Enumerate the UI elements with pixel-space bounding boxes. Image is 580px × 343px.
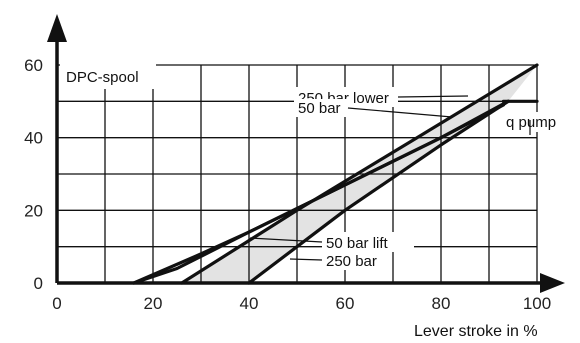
y-tick-label: 40 <box>24 129 43 148</box>
leader-250-bar-lower <box>397 95 469 98</box>
label-box-50-bar-lift <box>322 232 414 252</box>
panel-label: DPC-spool <box>66 69 139 86</box>
label-box-250-bar <box>322 250 392 270</box>
leader-250-bar <box>289 258 323 261</box>
series-50-bar-lift <box>132 99 510 285</box>
series-label-50-bar: 50 bar <box>298 100 341 117</box>
x-axis-label: Lever stroke in % <box>414 323 538 340</box>
x-tick-label: 60 <box>336 294 355 313</box>
label-box-q-pump <box>504 112 570 132</box>
series-label-q-pump: q pump <box>506 114 556 131</box>
x-tick-label: 100 <box>523 294 551 313</box>
leader-50-bar <box>347 107 453 118</box>
series-250-bar-lower <box>180 63 539 285</box>
axis-layer <box>47 14 565 293</box>
y-tick-label: 0 <box>34 274 43 293</box>
y-axis-arrow <box>47 14 67 42</box>
x-tick-label: 20 <box>144 294 163 313</box>
y-tick-label: 20 <box>24 201 43 220</box>
label-box-50-bar <box>294 99 348 117</box>
x-axis-arrow <box>540 273 565 293</box>
x-tick-label: 40 <box>240 294 259 313</box>
leader-50-bar-lift <box>249 237 323 243</box>
panel-label-box <box>60 63 156 89</box>
series-label-250-bar: 250 bar <box>326 253 377 270</box>
series-layer <box>132 63 539 285</box>
y-tick-label: 60 <box>24 56 43 75</box>
x-tick-label: 80 <box>432 294 451 313</box>
x-tick-label: 0 <box>52 294 61 313</box>
tick-label-layer: 0 20 40 60 80 100 0 20 40 60 <box>24 56 551 313</box>
series-250-bar <box>247 99 510 285</box>
series-label-layer: 250 bar lower 50 bar q pump 50 bar lift … <box>249 87 570 270</box>
series-label-50-bar-lift: 50 bar lift <box>326 235 389 252</box>
